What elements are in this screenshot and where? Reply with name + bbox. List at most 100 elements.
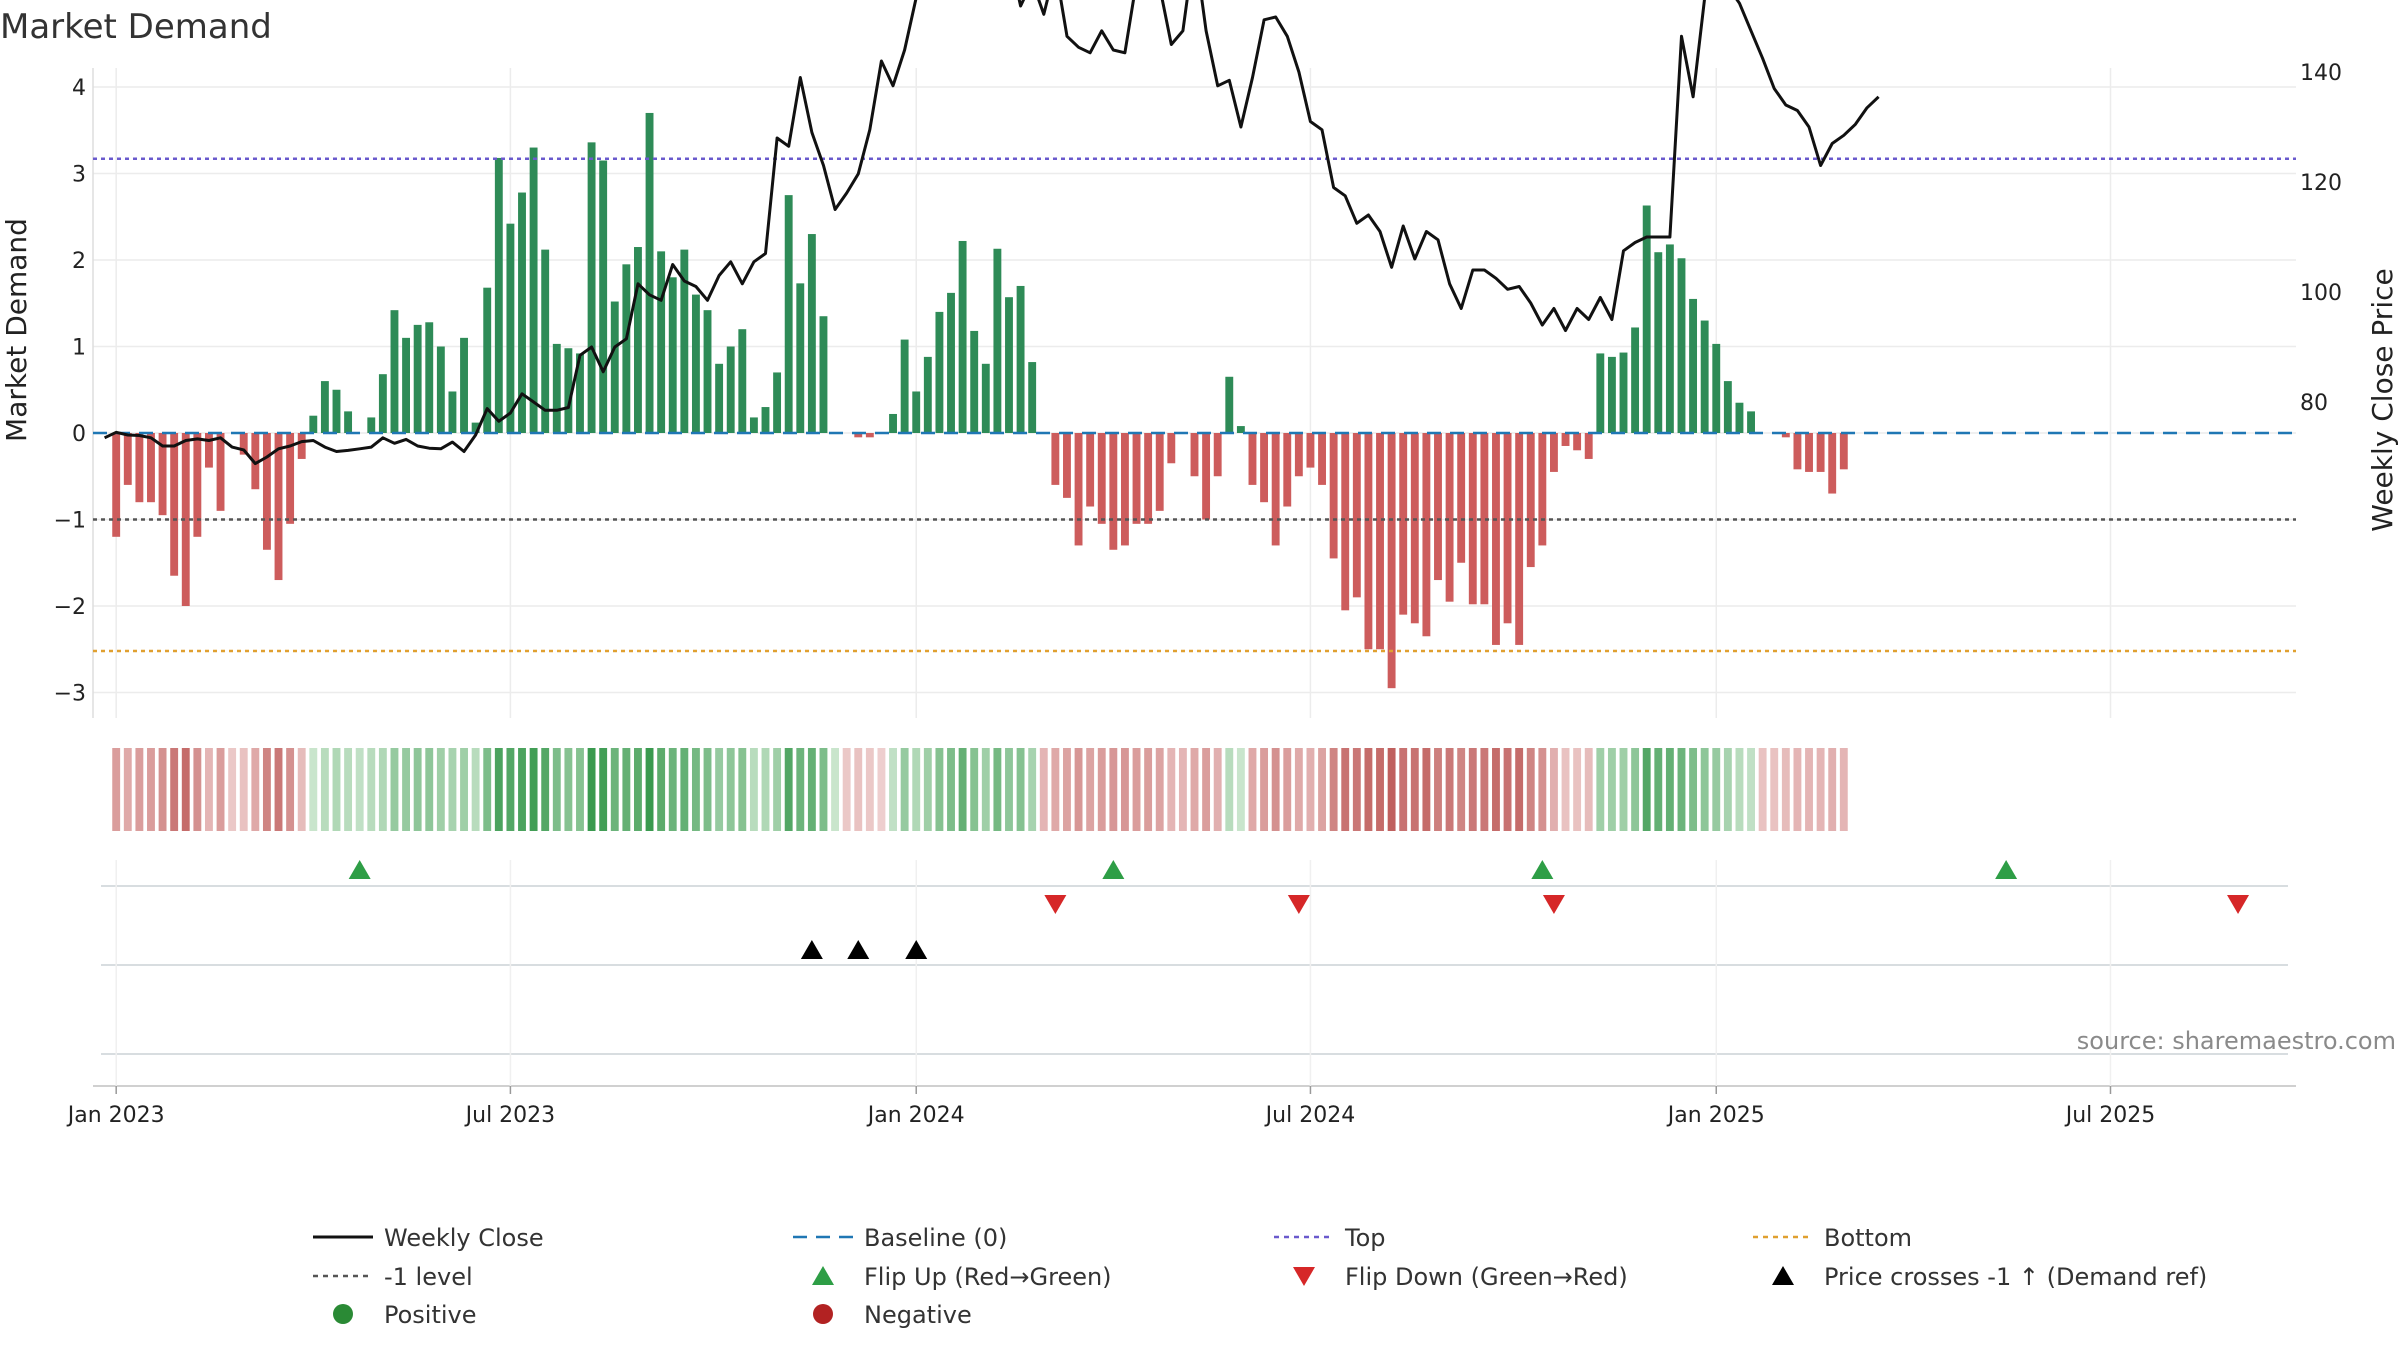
bar-positive	[912, 391, 921, 433]
bar-negative	[216, 433, 225, 511]
bar-negative	[193, 433, 202, 537]
bar-negative	[1074, 433, 1083, 546]
bar-positive	[1735, 402, 1744, 433]
bar-positive	[309, 415, 318, 433]
bar-positive	[1712, 343, 1721, 433]
y-tick-label: 0	[72, 422, 86, 447]
strip-cell	[1434, 748, 1442, 831]
strip-cell	[1271, 748, 1280, 831]
strip-cell	[552, 748, 561, 831]
legend-swatch-triangle-up	[812, 1266, 834, 1285]
y2-tick-label: 80	[2300, 391, 2328, 416]
strip-cell	[262, 748, 271, 831]
strip-cell	[390, 748, 399, 831]
y-tick-label: 4	[72, 76, 86, 101]
strip-cell	[1399, 748, 1408, 831]
strip-cell	[1503, 748, 1512, 831]
bar-positive	[796, 283, 805, 433]
strip-cell	[1758, 748, 1767, 831]
strip-cell	[1631, 748, 1640, 831]
strip-cell	[1155, 748, 1164, 831]
strip-cell	[1492, 748, 1500, 831]
bar-negative	[112, 433, 121, 537]
bar-negative	[865, 433, 874, 438]
flip-down-marker	[1542, 895, 1565, 914]
bar-positive	[1723, 381, 1732, 433]
legend-item: Negative	[813, 1301, 972, 1329]
bar-negative	[1260, 433, 1269, 503]
bar-negative	[1364, 433, 1373, 650]
bar-positive	[1689, 298, 1698, 433]
strip-cell	[576, 748, 584, 831]
bar-negative	[1120, 433, 1129, 546]
bar-positive	[390, 310, 399, 433]
bar-positive	[703, 310, 712, 433]
strip-cell	[1376, 748, 1384, 831]
legend-item: Flip Down (Green→Red)	[1293, 1263, 1628, 1291]
strip-cell	[599, 748, 608, 831]
strip-cell	[1352, 748, 1361, 831]
price-cross-marker	[905, 940, 928, 959]
bar-positive	[981, 363, 990, 433]
strip-cell	[1839, 748, 1848, 831]
bar-negative	[135, 433, 144, 503]
bar-positive	[1665, 244, 1674, 433]
strip-cell	[274, 748, 283, 831]
strip-cell	[1341, 748, 1350, 831]
strip-cell	[1805, 748, 1813, 831]
y-tick-label: −2	[54, 595, 86, 620]
bar-positive	[471, 422, 480, 433]
bar-positive	[367, 417, 376, 433]
flip-down-marker	[1287, 895, 1310, 914]
strip-cell	[123, 748, 132, 831]
strip-cell	[819, 748, 828, 831]
strip-cell	[205, 748, 213, 831]
bar-negative	[1781, 433, 1790, 438]
weekly-close-line	[103, 0, 1880, 466]
strip-cell	[587, 748, 596, 831]
strip-cell	[1654, 748, 1663, 831]
legend-label: Price crosses -1 ↑ (Demand ref)	[1824, 1263, 2207, 1291]
bar-negative	[170, 433, 179, 576]
bar-negative	[205, 433, 213, 468]
bar-negative	[1573, 433, 1582, 451]
bar-negative	[1399, 433, 1408, 615]
strip-cell	[610, 748, 619, 831]
bar-positive	[541, 249, 550, 433]
bar-negative	[1283, 433, 1292, 507]
bar-negative	[1109, 433, 1118, 550]
strip-cell	[239, 748, 248, 831]
strip-cell	[1619, 748, 1628, 831]
bar-negative	[1492, 433, 1500, 645]
strip-cell	[1422, 748, 1431, 831]
strip-cell	[1526, 748, 1535, 831]
legend-label: Positive	[384, 1301, 477, 1329]
bar-positive	[923, 356, 932, 433]
strip-cell	[355, 748, 364, 831]
bar-negative	[1202, 433, 1211, 520]
bar-positive	[749, 417, 758, 433]
strip-cell	[483, 748, 492, 831]
strip-cell	[958, 748, 967, 831]
bar-positive	[344, 411, 353, 433]
x-tick-label: Jan 2024	[866, 1103, 965, 1128]
strip-cell	[494, 748, 503, 831]
strip-cell	[193, 748, 202, 831]
strip-cell	[1120, 748, 1129, 831]
legend-swatch-triangle-up	[1772, 1266, 1794, 1285]
strip-cell	[703, 748, 712, 831]
bar-positive	[993, 248, 1002, 433]
strip-cell	[344, 748, 353, 831]
strip-cell	[1723, 748, 1732, 831]
bar-positive	[425, 322, 434, 433]
strip-cell	[1480, 748, 1489, 831]
strip-cell	[691, 748, 700, 831]
bar-negative	[1341, 433, 1350, 611]
strip-cell	[216, 748, 225, 831]
bar-negative	[1190, 433, 1199, 477]
bar-negative	[1167, 433, 1176, 464]
bar-positive	[436, 346, 445, 433]
strip-cell	[1086, 748, 1095, 831]
strip-cell	[796, 748, 805, 831]
strip-cell	[1747, 748, 1755, 831]
